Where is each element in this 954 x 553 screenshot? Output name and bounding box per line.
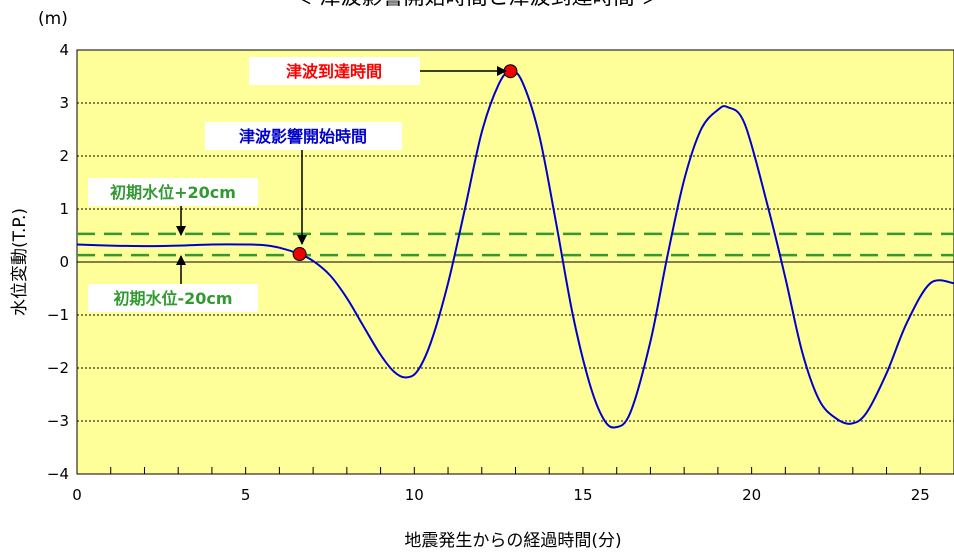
x-tick-label: 15 [573,486,592,504]
callout-start: 津波影響開始時間 [205,122,402,245]
callout-minus20-box [88,284,258,312]
x-tick-label: 20 [742,486,761,504]
y-tick-label: 3 [59,94,69,112]
grid-lines [77,102,954,422]
y-tick-label: 2 [59,147,69,165]
y-tick-label: 1 [59,200,69,218]
markers [292,64,518,262]
callout-plus20-text: 初期水位+20cm [110,183,236,202]
callout-start-box [205,122,402,150]
x-axis-label: 地震発生からの経過時間(分) [404,531,621,551]
callout-plus20: 初期水位+20cm [88,178,258,236]
y-tick-label: 0 [59,253,69,271]
callout-start-text: 津波影響開始時間 [239,127,367,146]
callout-minus20-text: 初期水位-20cm [113,289,232,308]
y-tick-label: −2 [47,359,69,377]
chart-title: ＜ 津波影響開始時間と津波到達時間 ＞ [292,0,662,9]
callout-arrival-text: 津波到達時間 [286,62,382,81]
x-tick-label: 0 [72,486,82,504]
y-tick-label: 4 [59,41,69,59]
x-tick-label: 25 [911,486,930,504]
y-axis-label: 水位変動(T.P.) [10,208,30,316]
reference-lines [77,232,954,257]
callout-plus20-box [88,178,258,206]
x-tick-label: 5 [241,486,251,504]
y-tick-label: −3 [47,412,69,430]
data-marker [292,247,307,262]
x-tick-label: 10 [405,486,424,504]
callout-arrival: 津波到達時間 [249,57,507,85]
callout-minus20: 初期水位-20cm [88,255,258,312]
y-unit-label: (m) [38,9,68,29]
y-tick-label: −4 [47,465,69,483]
y-tick-label: −1 [47,306,69,324]
callout-arrival-box [249,57,420,85]
